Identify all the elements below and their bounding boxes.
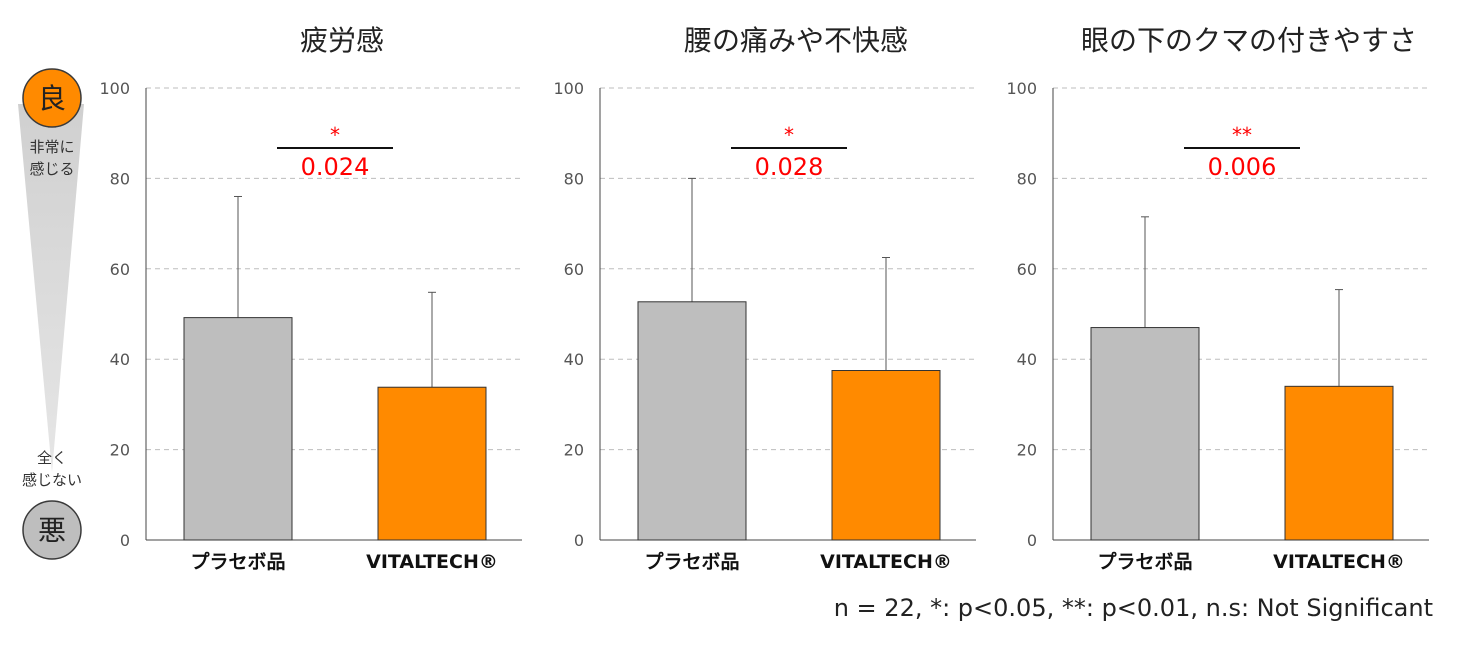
category-label-vitaltech: VITALTECH®: [1273, 551, 1405, 573]
scale-legend: 良 非常に 感じる 全く 感じない 悪: [18, 68, 84, 560]
y-tick-label-80: 80: [1017, 169, 1037, 188]
y-tick-label-60: 60: [564, 260, 584, 279]
category-label-placebo: プラセボ品: [1097, 550, 1192, 573]
y-tick-label-80: 80: [110, 169, 130, 188]
chart-under-eye-svg: 眼の下のクマの付きやすさ 0 20 40 60 80 100 プラセボ品 VITALTECH® *…: [1006, 24, 1429, 573]
bad-label-line1: 全く: [37, 449, 67, 467]
y-tick-label-100: 100: [99, 79, 130, 98]
y-tick-label-100: 100: [553, 79, 584, 98]
good-glyph: 良: [38, 82, 66, 115]
y-tick-label-40: 40: [110, 350, 130, 369]
category-label-placebo: プラセボ品: [644, 550, 739, 573]
y-tick-label-80: 80: [564, 169, 584, 188]
scale-wedge: [18, 104, 84, 472]
p-value: 0.006: [1208, 153, 1277, 181]
p-value: 0.028: [755, 153, 824, 181]
bad-label-line2: 感じない: [22, 471, 82, 489]
good-label-line1: 非常に: [29, 138, 74, 156]
chart-fatigue: 疲労感 0 20 40 60 80 100 プラセボ品 VITALTECH® * 0.024: [90, 0, 560, 600]
significance-stars: *: [330, 123, 340, 147]
chart-back-pain-svg: 腰の痛みや不快感 0 20 40 60 80 100 プラセボ品 VITALTECH® * 0.02…: [553, 24, 976, 573]
bad-glyph: 悪: [38, 514, 66, 547]
y-tick-label-0: 0: [574, 531, 584, 550]
significance-stars: **: [1232, 123, 1252, 147]
y-tick-label-60: 60: [1017, 260, 1037, 279]
y-tick-label-40: 40: [564, 350, 584, 369]
category-label-vitaltech: VITALTECH®: [366, 551, 498, 573]
y-tick-label-0: 0: [120, 531, 130, 550]
p-value: 0.024: [301, 153, 370, 181]
footnote: n = 22, *: p<0.05, **: p<0.01, n.s: Not …: [833, 594, 1433, 622]
bar-placebo: [1090, 327, 1200, 541]
bar-vitaltech: [831, 370, 941, 541]
y-tick-label-40: 40: [1017, 350, 1037, 369]
y-tick-label-60: 60: [110, 260, 130, 279]
y-tick-label-20: 20: [1017, 441, 1037, 460]
chart-back-pain: 腰の痛みや不快感 0 20 40 60 80 100 プラセボ品 VITALTECH® * 0.02…: [544, 0, 1014, 600]
chart-under-eye: 眼の下のクマの付きやすさ 0 20 40 60 80 100 プラセボ品 VITALTECH® *…: [997, 0, 1467, 600]
bar-vitaltech: [377, 386, 487, 541]
y-tick-label-0: 0: [1027, 531, 1037, 550]
chart-fatigue-svg: 疲労感 0 20 40 60 80 100 プラセボ品 VITALTECH® * 0.024: [99, 24, 522, 573]
chart-title: 眼の下のクマの付きやすさ: [1081, 24, 1417, 57]
chart-title: 疲労感: [300, 24, 384, 57]
y-tick-label-20: 20: [564, 441, 584, 460]
category-label-vitaltech: VITALTECH®: [820, 551, 952, 573]
bad-circle: [22, 500, 82, 560]
y-tick-label-100: 100: [1006, 79, 1037, 98]
bar-vitaltech: [1284, 385, 1394, 541]
significance-stars: *: [784, 123, 794, 147]
category-label-placebo: プラセボ品: [190, 550, 285, 573]
bar-placebo: [183, 317, 293, 541]
good-circle: [22, 68, 82, 128]
bar-placebo: [637, 301, 747, 541]
chart-title: 腰の痛みや不快感: [684, 24, 908, 57]
good-label-line2: 感じる: [29, 160, 74, 178]
y-tick-label-20: 20: [110, 441, 130, 460]
